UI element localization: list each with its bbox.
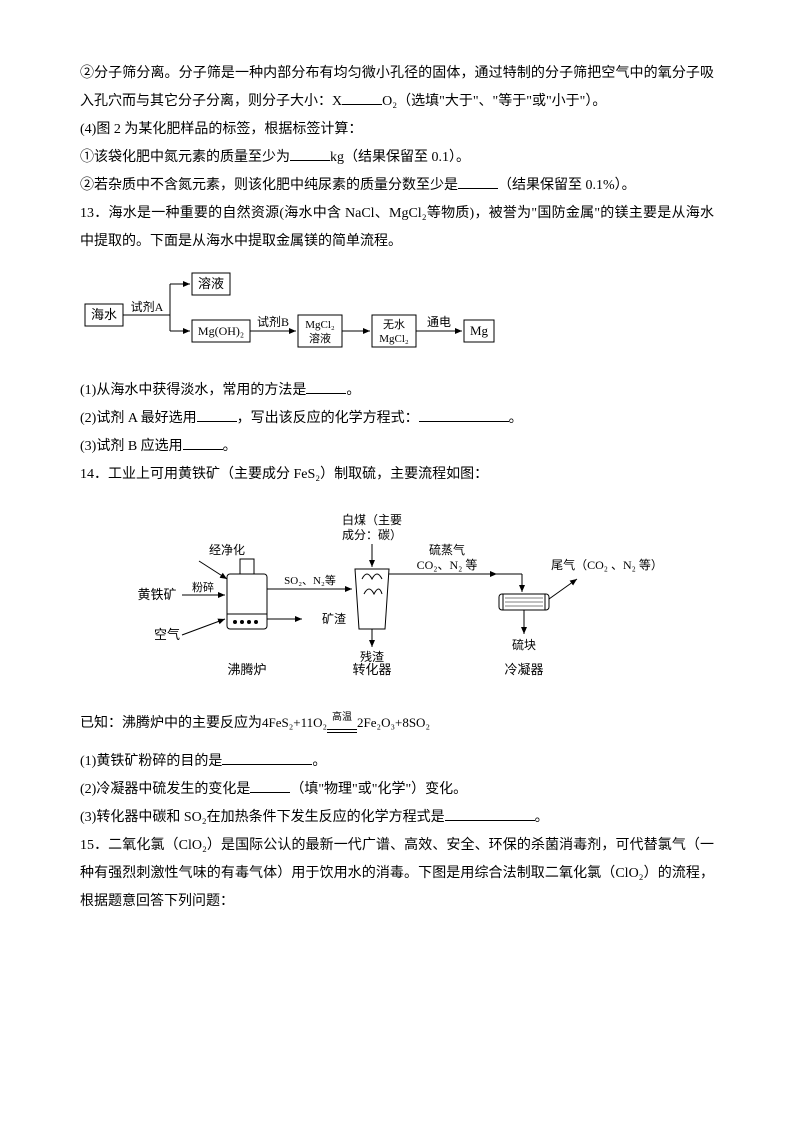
eq-condition: 高温 — [327, 712, 357, 736]
label-slag: 矿渣 — [322, 612, 346, 626]
text: （填"物理"或"化学"）变化。 — [290, 782, 467, 797]
eq-top: 高温 — [327, 712, 357, 723]
box-mgoh2: Mg(OH)₂ — [198, 324, 244, 338]
text: ②若杂质中不含氮元素，则该化肥中纯尿素的质量分数至少是 — [80, 178, 458, 193]
label-purify: 经净化 — [209, 543, 245, 557]
paragraph-q14-2: (2)冷凝器中硫发生的变化是 （填"物理"或"化学"）变化。 — [80, 776, 714, 804]
text: （结果保留至 0.1%）。 — [498, 178, 636, 193]
label-so2n2: SO₂、N₂等 — [284, 573, 336, 587]
blank-change-type — [250, 778, 290, 793]
text: ①该袋化肥中氮元素的质量至少为 — [80, 150, 290, 165]
box-mgcl2-l2: 溶液 — [309, 331, 331, 345]
blank-reagent-b — [183, 435, 223, 450]
text: 已知：沸腾炉中的主要反应为 — [80, 716, 262, 731]
paragraph-q4-1: ①该袋化肥中氮元素的质量至少为 kg（结果保留至 0.1）。 — [80, 144, 714, 172]
box-seawater: 海水 — [91, 307, 117, 322]
paragraph-q4-2: ②若杂质中不含氮元素，则该化肥中纯尿素的质量分数至少是 （结果保留至 0.1%）。 — [80, 172, 714, 200]
label-boiler: 沸腾炉 — [227, 662, 266, 677]
paragraph-q13: 13．海水是一种重要的自然资源(海水中含 NaCl、MgCl₂等物质)，被誉为"… — [80, 200, 714, 256]
label-coal1: 白煤（主要 — [342, 512, 402, 527]
text: (1)从海水中获得淡水，常用的方法是 — [80, 383, 306, 398]
paragraph-q14-1: (1)黄铁矿粉碎的目的是 。 — [80, 748, 714, 776]
label-electro: 通电 — [427, 315, 451, 329]
box-solution: 溶液 — [198, 276, 224, 291]
paragraph-q15: 15．二氧化氯（ClO₂）是国际公认的最新一代广谱、高效、安全、环保的杀菌消毒剂… — [80, 832, 714, 916]
label-reagent-a: 试剂A — [131, 299, 164, 314]
text: (2)冷凝器中硫发生的变化是 — [80, 782, 250, 797]
label-air: 空气 — [154, 627, 180, 642]
label-condenser: 冷凝器 — [504, 662, 543, 677]
paragraph-q13-3: (3)试剂 B 应选用 。 — [80, 433, 714, 461]
box-mgcl2-l1: MgCl₂ — [305, 319, 335, 331]
text: 。 — [223, 439, 237, 454]
blank-nitrogen-mass — [290, 146, 330, 161]
label-crush: 粉碎 — [192, 580, 214, 594]
eq-left: 4FeS₂+11O₂ — [262, 715, 327, 730]
blank-freshwater — [306, 379, 346, 394]
label-sblock: 硫块 — [512, 637, 536, 652]
flow-svg-mg: 海水 试剂A 溶液 Mg(OH)₂ 试剂B MgCl₂ 溶液 无水 MgCl₂ … — [80, 266, 520, 356]
text: 。 — [509, 411, 523, 426]
flow-diagram-sulfur: 黄铁矿 粉碎 空气 沸腾炉 经净化 矿渣 SO₂、N₂等 白煤（主要 成分：碳）… — [80, 499, 714, 700]
box-mg: Mg — [470, 323, 489, 338]
paragraph-q13-1: (1)从海水中获得淡水，常用的方法是 。 — [80, 377, 714, 405]
label-tail: 尾气（CO₂ 、N₂ 等） — [551, 557, 663, 572]
text: O₂（选填"大于"、"等于"或"小于"）。 — [382, 94, 606, 109]
label-residue: 残渣 — [360, 650, 384, 664]
label-coal2: 成分：碳） — [342, 528, 402, 542]
text: 。 — [535, 810, 549, 825]
text: 。 — [346, 383, 360, 398]
text: (2)试剂 A 最好选用 — [80, 411, 197, 426]
eq-line — [327, 729, 357, 733]
text: 。 — [312, 754, 326, 769]
flow-svg-sulfur: 黄铁矿 粉碎 空气 沸腾炉 经净化 矿渣 SO₂、N₂等 白煤（主要 成分：碳）… — [127, 499, 667, 689]
eq-right: 2Fe₂O₃+8SO₂ — [357, 715, 430, 730]
box-anhy-l2: MgCl₂ — [379, 333, 409, 345]
text: (3)试剂 B 应选用 — [80, 439, 183, 454]
blank-reagent-a — [197, 407, 237, 422]
label-vapor2: CO₂、N₂ 等 — [417, 558, 478, 572]
label-ore: 黄铁矿 — [137, 587, 176, 602]
box-anhy-l1: 无水 — [383, 318, 405, 331]
paragraph-known-reaction: 已知：沸腾炉中的主要反应为4FeS₂+11O₂高温2Fe₂O₃+8SO₂ — [80, 710, 714, 738]
paragraph-q14-3: (3)转化器中碳和 SO₂在加热条件下发生反应的化学方程式是 。 — [80, 804, 714, 832]
flow-diagram-mg: 海水 试剂A 溶液 Mg(OH)₂ 试剂B MgCl₂ 溶液 无水 MgCl₂ … — [80, 266, 714, 367]
blank-urea-fraction — [458, 174, 498, 189]
blank-equation-a — [419, 407, 509, 422]
text: ，写出该反应的化学方程式： — [237, 411, 419, 426]
paragraph-molecular-sieve: ②分子筛分离。分子筛是一种内部分布有均匀微小孔径的固体，通过特制的分子筛把空气中… — [80, 60, 714, 116]
paragraph-q14: 14．工业上可用黄铁矿（主要成分 FeS₂）制取硫，主要流程如图： — [80, 461, 714, 489]
blank-x-o2 — [342, 90, 382, 105]
blank-equation-c — [445, 806, 535, 821]
text: (3)转化器中碳和 SO₂在加热条件下发生反应的化学方程式是 — [80, 810, 445, 825]
paragraph-q13-2: (2)试剂 A 最好选用 ，写出该反应的化学方程式： 。 — [80, 405, 714, 433]
text: (1)黄铁矿粉碎的目的是 — [80, 754, 222, 769]
label-vapor1: 硫蒸气 — [429, 542, 465, 557]
blank-crush-purpose — [222, 750, 312, 765]
label-reagent-b: 试剂B — [257, 314, 289, 329]
text: kg（结果保留至 0.1）。 — [330, 150, 470, 165]
paragraph-q4: (4)图 2 为某化肥样品的标签，根据标签计算： — [80, 116, 714, 144]
label-converter: 转化器 — [352, 662, 391, 677]
